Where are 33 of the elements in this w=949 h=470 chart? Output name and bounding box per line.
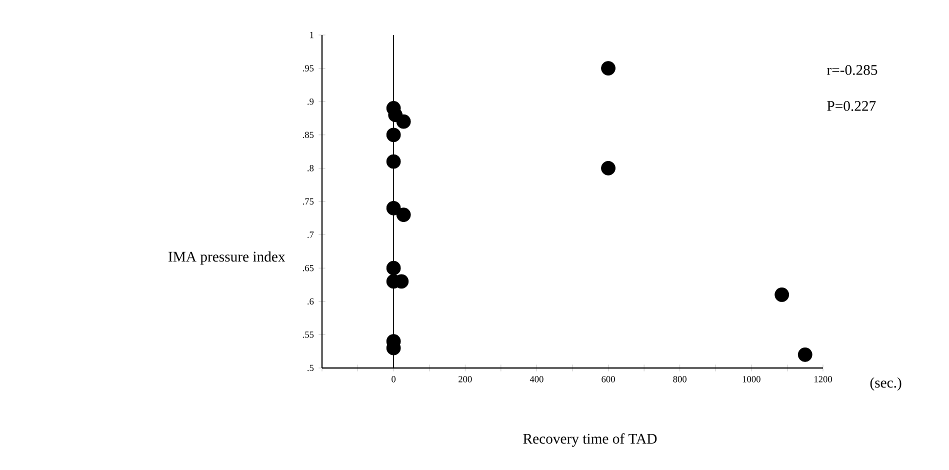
point [396,208,411,222]
point [386,154,401,169]
point [386,260,401,276]
point [601,61,616,76]
x-tick-label: 1200 [814,376,832,382]
x-tick-label: 600 [602,376,615,382]
x-tick-label: 1000 [742,376,760,382]
y-tick-label: .55 [302,332,314,338]
text: r=-0.285 [827,65,878,75]
y-axis-title: IMA pressure index [168,251,286,265]
point [798,347,812,362]
y-tick-label: 1 [310,32,314,38]
point [601,160,616,176]
point [386,128,401,142]
y-tick-label: .6 [308,298,314,305]
y-tick-label: .5 [308,364,314,372]
x-tick-label: 400 [530,376,544,382]
y-tick-label: .65 [302,264,314,272]
x-tick-label: 800 [673,376,686,382]
y-tick-label: .95 [302,65,314,72]
x-axis-title: Recovery time of TAD [523,433,657,447]
y-tick-label: .75 [302,198,314,205]
point [396,114,411,129]
y-tick-label: .85 [302,132,314,138]
x-tick-label: 0 [392,376,396,382]
text: P=0.227 [827,101,876,111]
text: (sec.) [870,377,902,391]
y-tick-label: .7 [308,232,314,238]
y-tick-label: .9 [308,98,314,105]
y-tick-label: .8 [308,165,314,172]
x-tick-label: 200 [458,376,472,382]
point [774,288,790,302]
point [386,200,401,216]
